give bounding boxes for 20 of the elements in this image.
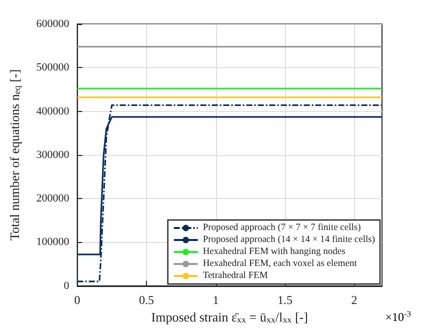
legend-label: Proposed approach (7 × 7 × 7 finite cells) <box>202 223 361 233</box>
legend-label: Proposed approach (14 × 14 × 14 finite cells) <box>202 235 376 245</box>
y-tick-label: 400000 <box>36 105 70 118</box>
x-tick-label: 2 <box>351 292 358 307</box>
legend-label: Tetrahedral FEM <box>202 271 268 281</box>
y-axis-title: Total number of equations neq [-] <box>7 69 22 241</box>
legend-label: Hexahedral FEM, each voxel as element <box>202 259 358 269</box>
line-series <box>76 104 383 282</box>
y-tick-label: 600000 <box>36 18 70 30</box>
y-tick-label: 100000 <box>36 236 70 248</box>
x-tick-label: 0.5 <box>139 292 154 307</box>
legend-label: Hexahedral FEM with hanging nodes <box>202 247 346 257</box>
x-axis-title: Imposed strain ε̄xx = ūxx/lxx [-] <box>151 310 308 325</box>
x-tick-label: 1.5 <box>278 292 293 307</box>
x-tick-label: 1 <box>212 292 219 307</box>
y-tick-label: 0 <box>64 280 70 292</box>
x-tick-label: 0 <box>74 292 80 307</box>
y-tick-label: 200000 <box>36 192 70 205</box>
y-tick-label: 300000 <box>36 148 70 161</box>
y-tick-label: 500000 <box>36 62 70 74</box>
